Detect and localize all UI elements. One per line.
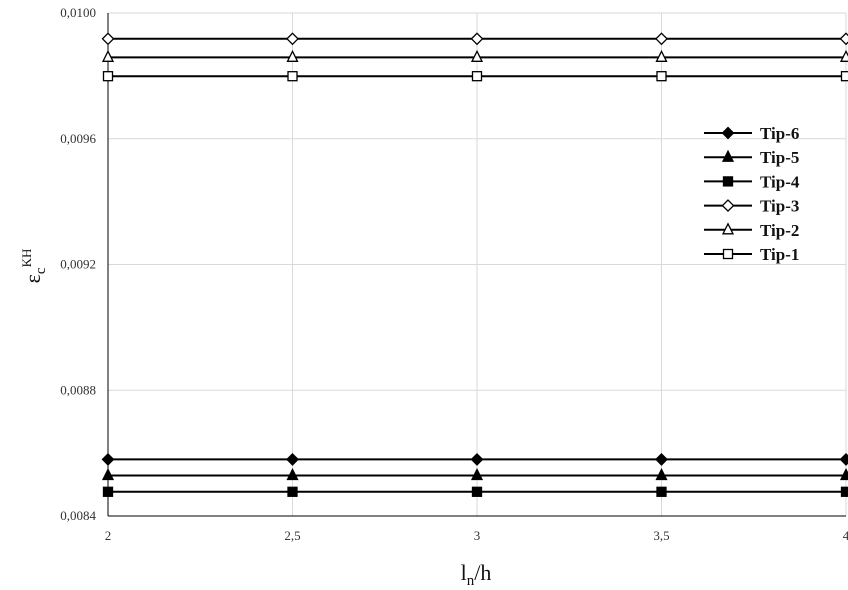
series-tip-1 [102, 71, 848, 82]
legend-swatch-marker [722, 248, 734, 260]
legend-swatch-marker [721, 126, 735, 140]
data-point [101, 49, 115, 62]
data-point [655, 32, 668, 46]
legend-swatch-marker [721, 222, 735, 235]
legend-label: Tip-3 [760, 197, 799, 216]
data-point [286, 452, 299, 466]
data-point [286, 32, 299, 46]
y-tick-label: 0,0088 [60, 382, 96, 397]
legend-label: Tip-4 [760, 172, 800, 191]
y-axis-title-sup: KH [19, 249, 34, 268]
legend-label: Tip-1 [760, 245, 799, 264]
data-point [101, 467, 115, 481]
data-point [840, 486, 848, 497]
data-point [470, 467, 484, 481]
data-point [656, 71, 667, 82]
data-point [840, 71, 848, 82]
x-axis-title-rest: /h [474, 560, 491, 585]
series-tip-4 [102, 486, 848, 497]
legend-swatch-marker [722, 176, 734, 187]
data-point [286, 467, 299, 481]
data-point [839, 49, 848, 62]
legend-label: Tip-6 [760, 124, 799, 143]
legend-label: Tip-5 [760, 148, 799, 167]
y-axis-title: εcKH [19, 249, 49, 284]
data-point [839, 452, 848, 466]
axes [107, 13, 846, 517]
y-axis-title-main: ε [20, 274, 45, 283]
series-tip-5 [101, 467, 848, 481]
tick-labels: 2 2,5 3 3,5 4 0,0084 0,0088 0,0092 0,0096 0,0100 [60, 5, 848, 543]
y-axis-title-sub: c [33, 267, 49, 274]
data-point [470, 32, 484, 46]
x-tick-label: 2,5 [284, 528, 300, 543]
y-tick-label: 0,0096 [60, 131, 96, 146]
legend-swatch-marker [721, 149, 735, 162]
series-tip-6 [101, 452, 848, 466]
data-point [655, 49, 668, 62]
data-point [101, 452, 115, 466]
x-tick-label: 3 [474, 528, 481, 543]
x-tick-label: 4 [843, 528, 848, 543]
data-point [839, 32, 848, 46]
data-point [287, 486, 298, 497]
series-lines [101, 32, 848, 497]
data-point [102, 71, 114, 82]
legend-entry: Tip-5 [704, 148, 799, 167]
legend: Tip-6 Tip-5 Tip-4 Tip-3 Tip-2 Tip-1 [704, 124, 800, 264]
data-point [287, 71, 298, 82]
data-point [839, 467, 848, 481]
x-axis-title: ln/h [461, 560, 492, 589]
y-tick-label: 0,0100 [60, 5, 96, 20]
legend-entry: Tip-3 [704, 197, 799, 216]
legend-entry: Tip-4 [704, 172, 800, 191]
series-tip-2 [101, 49, 848, 62]
x-tick-label: 2 [105, 528, 112, 543]
data-point [471, 486, 483, 497]
y-tick-label: 0,0084 [60, 508, 96, 523]
data-point [656, 486, 667, 497]
y-tick-label: 0,0092 [60, 257, 96, 272]
data-point [655, 452, 668, 466]
legend-entry: Tip-1 [704, 245, 799, 264]
x-axis-title-sub: n [467, 573, 475, 589]
x-tick-label: 3,5 [653, 528, 669, 543]
series-tip-3 [101, 32, 848, 46]
legend-entry: Tip-2 [704, 221, 799, 240]
data-point [471, 71, 483, 82]
data-point [655, 467, 668, 481]
data-point [101, 32, 115, 46]
data-point [470, 452, 484, 466]
x-axis-title-main: l [461, 560, 467, 585]
legend-label: Tip-2 [760, 221, 799, 240]
data-point [102, 486, 114, 497]
legend-swatch-marker [721, 199, 735, 213]
legend-entry: Tip-6 [704, 124, 799, 143]
grid-lines [107, 12, 847, 517]
data-point [286, 49, 299, 62]
data-point [470, 49, 484, 62]
